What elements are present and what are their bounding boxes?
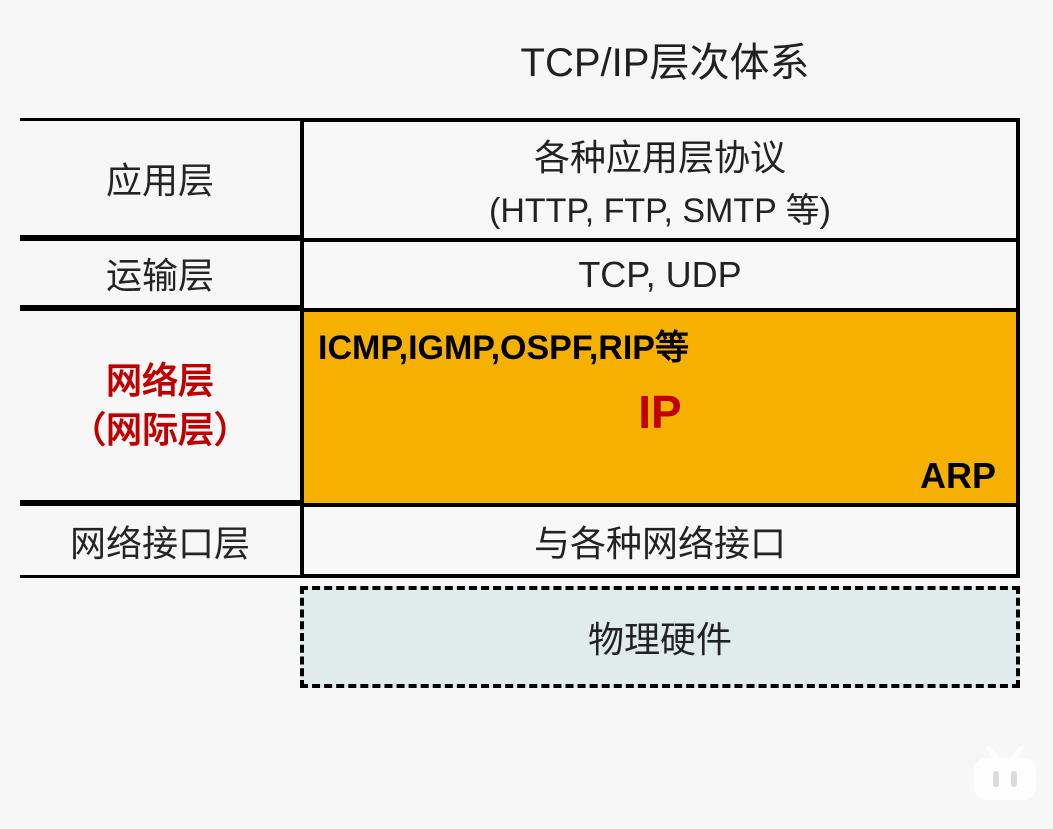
hardware-content: 物理硬件 xyxy=(588,611,732,663)
layer-table: 应用层 各种应用层协议 (HTTP, FTP, SMTP 等) 运输层 TCP,… xyxy=(20,118,1030,688)
link-content: 与各种网络接口 xyxy=(534,515,786,567)
network-label-line2: （网际层） xyxy=(70,409,250,450)
layer-label-link: 网络接口层 xyxy=(20,503,300,578)
network-label-line1: 网络层 xyxy=(106,360,214,401)
tv-icon xyxy=(969,745,1041,807)
layer-label-network: 网络层 （网际层） xyxy=(20,308,300,503)
layer-label-transport: 运输层 xyxy=(20,238,300,308)
network-ip-label: IP xyxy=(318,385,1002,439)
label-text: 网络层 （网际层） xyxy=(70,357,250,454)
layer-cell-link: 与各种网络接口 xyxy=(300,503,1020,578)
network-arp-label: ARP xyxy=(318,455,1002,497)
label-text: 运输层 xyxy=(106,247,214,299)
network-protocols-top: ICMP,IGMP,OSPF,RIP等 xyxy=(318,320,1002,369)
layer-cell-transport: TCP, UDP xyxy=(300,238,1020,308)
application-line1: 各种应用层协议 xyxy=(534,129,786,181)
layer-cell-application: 各种应用层协议 (HTTP, FTP, SMTP 等) xyxy=(300,118,1020,238)
diagram-container: TCP/IP层次体系 应用层 各种应用层协议 (HTTP, FTP, SMTP … xyxy=(20,30,1030,688)
diagram-title: TCP/IP层次体系 xyxy=(20,30,1030,88)
layer-cell-network: ICMP,IGMP,OSPF,RIP等 IP ARP xyxy=(300,308,1020,503)
application-line2: (HTTP, FTP, SMTP 等) xyxy=(489,183,831,232)
network-inner: ICMP,IGMP,OSPF,RIP等 IP ARP xyxy=(304,312,1016,503)
hardware-spacer xyxy=(20,578,300,688)
label-text: 应用层 xyxy=(106,152,214,204)
label-text: 网络接口层 xyxy=(70,515,250,567)
transport-content: TCP, UDP xyxy=(578,254,741,296)
layer-cell-hardware: 物理硬件 xyxy=(300,586,1020,688)
layer-label-application: 应用层 xyxy=(20,118,300,238)
